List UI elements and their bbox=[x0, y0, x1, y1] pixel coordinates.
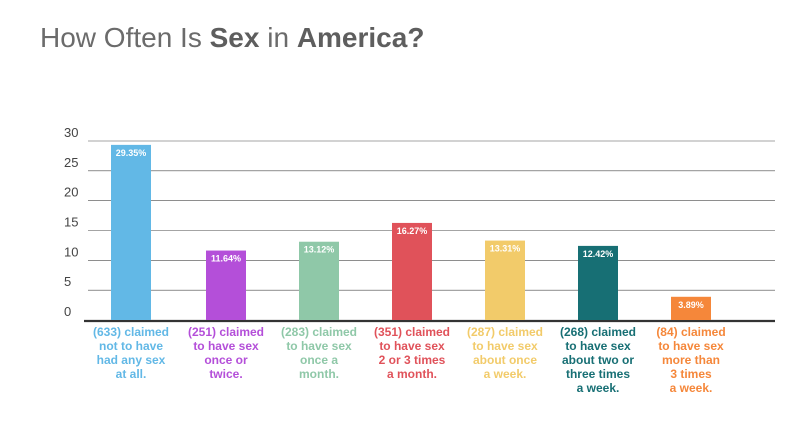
category-label: (84) claimed to have sex more than 3 times a… bbox=[656, 325, 725, 395]
category-label-line: 2 or 3 times bbox=[379, 353, 446, 367]
y-tick-label: 30 bbox=[64, 125, 78, 140]
data-label: 13.12% bbox=[304, 245, 335, 255]
category-label-line: (351) claimed bbox=[374, 325, 450, 339]
bar bbox=[485, 240, 525, 320]
category-label-line: a week. bbox=[670, 381, 713, 395]
category-label-line: (251) claimed bbox=[188, 325, 264, 339]
category-label-line: (283) claimed bbox=[281, 325, 357, 339]
y-tick-label: 25 bbox=[64, 155, 78, 170]
category-label: (268) claimed to have sex about two or thre… bbox=[560, 325, 636, 395]
bar bbox=[578, 245, 618, 320]
category-label-line: (268) claimed bbox=[560, 325, 636, 339]
bar bbox=[671, 296, 711, 320]
category-label-line: to have sex bbox=[472, 339, 538, 353]
category-label: (633) claimed not to have had any sex at al… bbox=[93, 325, 169, 381]
category-label-line: to have sex bbox=[658, 339, 724, 353]
category-label: (287) claimed to have sex about once a week… bbox=[467, 325, 543, 381]
category-label-line: not to have bbox=[99, 339, 163, 353]
category-label-line: about two or bbox=[562, 353, 634, 367]
category-label-line: once or bbox=[204, 353, 248, 367]
category-label-line: (287) claimed bbox=[467, 325, 543, 339]
y-tick-label: 15 bbox=[64, 215, 78, 230]
category-label-line: a week. bbox=[484, 367, 527, 381]
category-label-line: to have sex bbox=[193, 339, 259, 353]
category-label-line: to have sex bbox=[286, 339, 352, 353]
data-label: 13.31% bbox=[490, 244, 521, 254]
title-part-1: How Often Is bbox=[40, 22, 210, 53]
category-label-line: once a bbox=[300, 353, 338, 367]
category-label-line: 3 times bbox=[670, 367, 712, 381]
title-part-3: in bbox=[259, 22, 297, 53]
y-tick-label: 10 bbox=[64, 244, 78, 259]
chart-title: How Often Is Sex in America? bbox=[40, 22, 424, 54]
category-label-line: a month. bbox=[387, 367, 437, 381]
category-label-line: to have sex bbox=[379, 339, 445, 353]
y-tick-label: 0 bbox=[64, 304, 71, 319]
category-label: (283) claimed to have sex once a month. bbox=[281, 325, 357, 381]
data-label: 16.27% bbox=[397, 226, 428, 236]
category-label-line: twice. bbox=[209, 367, 242, 381]
y-tick-label: 20 bbox=[64, 185, 78, 200]
data-label: 29.35% bbox=[116, 148, 147, 158]
category-label-line: had any sex bbox=[97, 353, 166, 367]
category-label: (251) claimed to have sex once or twice. bbox=[188, 325, 264, 381]
title-part-4: America? bbox=[296, 22, 425, 53]
category-label-line: month. bbox=[299, 367, 339, 381]
data-label: 11.64% bbox=[211, 254, 241, 264]
category-label-line: more than bbox=[662, 353, 720, 367]
category-label-line: (84) claimed bbox=[656, 325, 725, 339]
title-part-2: Sex bbox=[209, 22, 260, 53]
category-label: (351) claimed to have sex 2 or 3 times a mo… bbox=[374, 325, 450, 381]
category-label-line: to have sex bbox=[565, 339, 631, 353]
category-label-line: about once bbox=[473, 353, 537, 367]
data-label: 3.89% bbox=[678, 300, 704, 310]
category-label-line: a week. bbox=[577, 381, 620, 395]
y-tick-label: 5 bbox=[64, 274, 71, 289]
bar bbox=[392, 222, 432, 320]
data-label: 12.42% bbox=[583, 249, 614, 259]
category-label-line: three times bbox=[566, 367, 630, 381]
bar bbox=[111, 144, 151, 320]
bar bbox=[206, 250, 246, 320]
category-label-line: (633) claimed bbox=[93, 325, 169, 339]
category-label-line: at all. bbox=[116, 367, 147, 381]
bar bbox=[299, 241, 339, 320]
